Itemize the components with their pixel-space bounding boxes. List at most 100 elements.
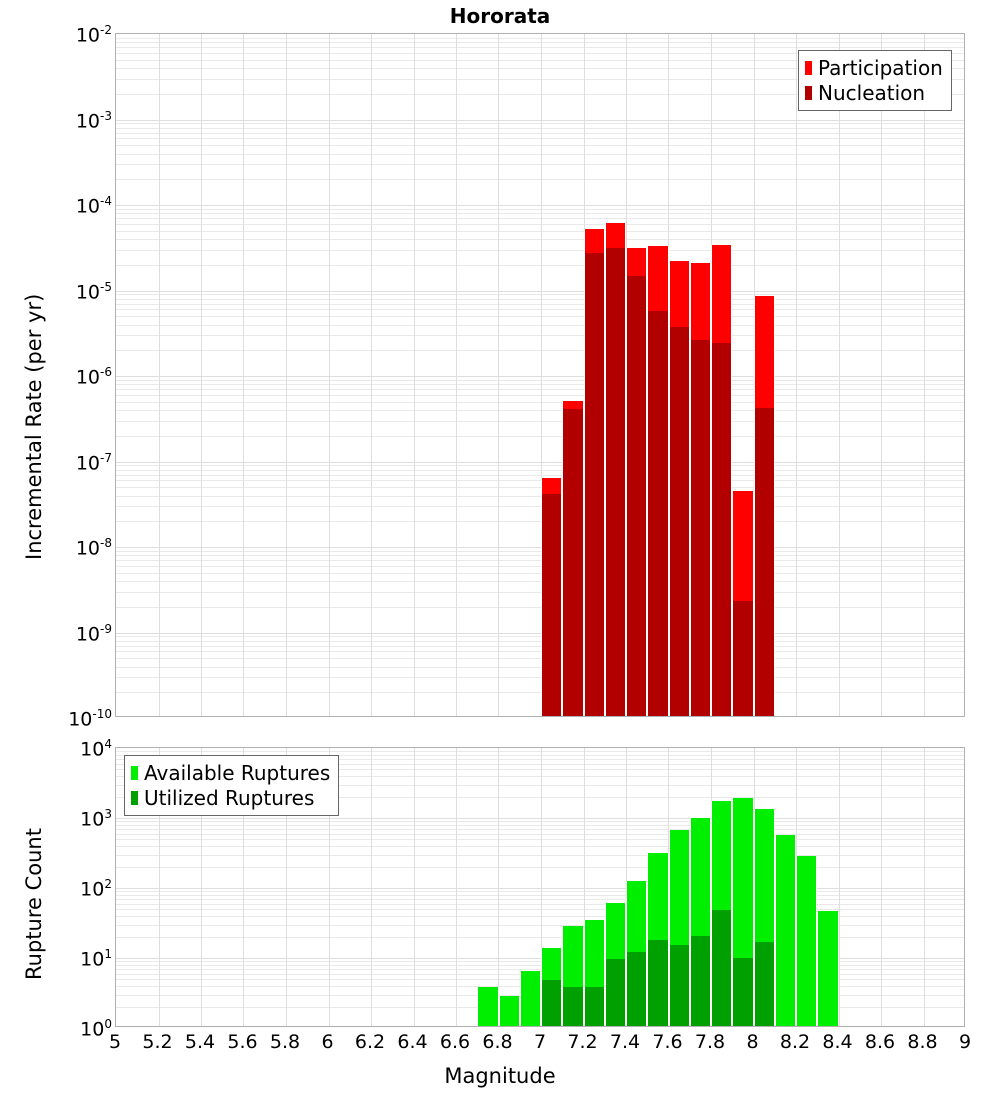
utilized-ruptures-segment (626, 951, 648, 1026)
bar (647, 748, 669, 1026)
bar (817, 748, 839, 1026)
gridline (116, 465, 964, 466)
gridline (116, 231, 964, 232)
gridline (116, 164, 964, 165)
y-tick-label: 10-10 (68, 707, 112, 731)
gridline (116, 658, 964, 659)
gridline (116, 470, 964, 471)
gridline (116, 692, 964, 693)
gridline (116, 958, 964, 959)
x-tick-label: 5 (108, 1031, 122, 1053)
gridline (116, 299, 964, 300)
gridline (116, 846, 964, 847)
nucleation-segment (668, 327, 690, 716)
gridline (286, 34, 287, 716)
gridline (116, 410, 964, 411)
x-tick-label: 8 (746, 1031, 759, 1053)
gridline (116, 436, 964, 437)
gridline (116, 350, 964, 351)
gridline (116, 592, 964, 593)
gridline (116, 776, 964, 777)
available-ruptures-segment (477, 987, 499, 1026)
participation-swatch-icon (805, 60, 812, 75)
gridline (456, 748, 457, 1026)
gridline (116, 825, 964, 826)
bar (604, 748, 626, 1026)
nucleation-segment (647, 310, 669, 716)
utilized-ruptures-segment (753, 941, 775, 1026)
gridline (116, 759, 964, 760)
gridline (116, 218, 964, 219)
gridline (116, 462, 964, 463)
gridline (116, 547, 964, 548)
x-tick-label: 8.6 (864, 1031, 896, 1053)
gridline (116, 925, 964, 926)
gridline (116, 294, 964, 295)
bar (583, 748, 605, 1026)
gridline (116, 965, 964, 966)
bar (498, 748, 520, 1026)
available-ruptures-segment (498, 995, 520, 1026)
gridline (881, 34, 882, 716)
bottom-y-tick-labels: 104 103 102 101 100 (0, 738, 112, 1040)
gridline (371, 34, 372, 716)
y-tick-label: 10-5 (75, 279, 112, 303)
gridline (116, 38, 964, 39)
y-tick-label: 101 (80, 947, 112, 971)
y-tick-label: 10-2 (75, 23, 112, 47)
gridline (371, 748, 372, 1026)
gridline (116, 316, 964, 317)
x-tick-label: 8.2 (779, 1031, 811, 1053)
gridline (116, 250, 964, 251)
gridline (116, 904, 964, 905)
x-tick-label: 6.8 (482, 1031, 513, 1053)
nucleation-segment (583, 253, 605, 716)
gridline (116, 389, 964, 390)
bar (541, 34, 563, 716)
gridline (116, 309, 964, 310)
x-tick-label: 7.6 (652, 1031, 683, 1053)
gridline (116, 325, 964, 326)
gridline (116, 937, 964, 938)
legend-item: Available Ruptures (131, 760, 330, 785)
gridline (116, 560, 964, 561)
x-tick-label: 9 (958, 1031, 972, 1053)
gridline (116, 821, 964, 822)
bar (796, 748, 818, 1026)
incremental-rate-plot (115, 33, 965, 717)
utilized-ruptures-segment (541, 979, 563, 1026)
utilized-ruptures-segment (562, 987, 584, 1026)
gridline (116, 213, 964, 214)
available-ruptures-segment (519, 970, 541, 1026)
y-tick-label: 10-8 (75, 536, 112, 560)
gridline (116, 304, 964, 305)
nucleation-segment (562, 408, 584, 716)
bar (626, 34, 648, 716)
gridline (116, 755, 964, 756)
gridline (116, 636, 964, 637)
bar (668, 34, 690, 716)
bar (753, 748, 775, 1026)
utilized-ruptures-segment (647, 939, 669, 1026)
nucleation-segment (541, 493, 563, 716)
legend-label: Utilized Ruptures (144, 785, 315, 810)
y-tick-label: 103 (80, 807, 112, 831)
gridline (116, 380, 964, 381)
gridline (116, 909, 964, 910)
gridline (116, 179, 964, 180)
legend-label: Nucleation (818, 80, 926, 105)
gridline (116, 506, 964, 507)
bar (583, 34, 605, 716)
nucleation-segment (604, 247, 626, 716)
gridline (116, 834, 964, 835)
gridline (201, 34, 202, 716)
y-tick-label: 10-9 (75, 621, 112, 645)
legend-label: Available Ruptures (144, 760, 331, 785)
gridline (116, 68, 964, 69)
gridline (116, 751, 964, 752)
gridline (116, 969, 964, 970)
gridline (839, 748, 840, 1026)
bar (477, 748, 499, 1026)
gridline (116, 785, 964, 786)
gridline (116, 395, 964, 396)
